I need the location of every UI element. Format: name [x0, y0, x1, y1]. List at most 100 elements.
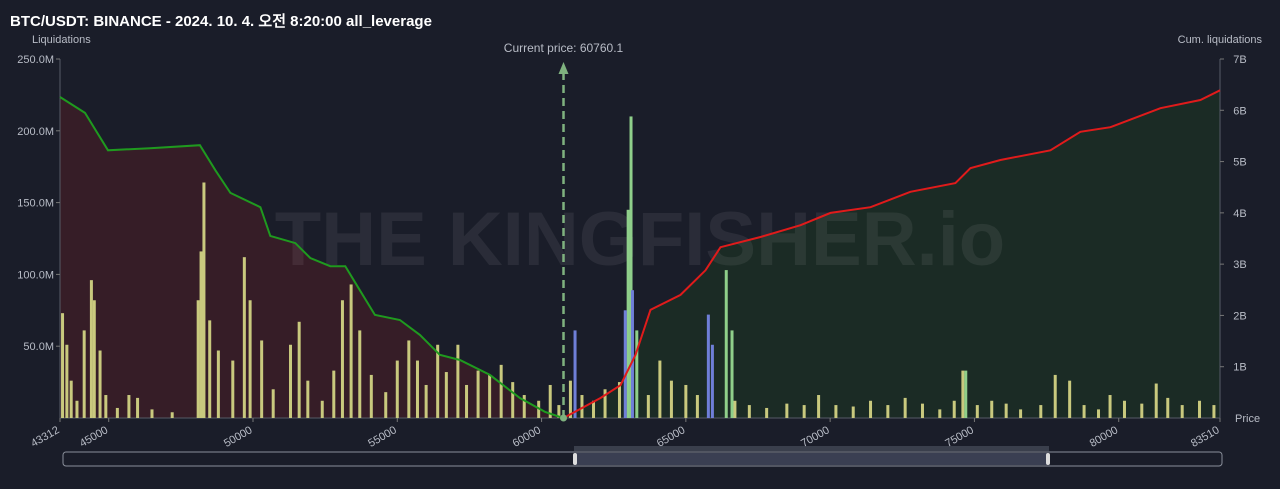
- bar: [306, 380, 310, 418]
- cum-area: [60, 97, 563, 418]
- y2-tick-label: 2B: [1233, 310, 1246, 322]
- bar: [61, 313, 65, 418]
- bar: [136, 397, 140, 418]
- bar: [920, 403, 924, 418]
- bar: [415, 360, 419, 418]
- bar: [961, 370, 965, 418]
- bar: [289, 344, 293, 418]
- bar: [476, 370, 480, 418]
- scrollbar[interactable]: [62, 451, 1223, 467]
- y-tick-label: 250.0M: [17, 54, 54, 66]
- bar: [695, 395, 699, 418]
- x-tick-label: 60000: [511, 424, 543, 450]
- bar: [248, 300, 252, 418]
- bar: [69, 380, 73, 418]
- y2-tick-label: 6B: [1233, 105, 1246, 117]
- y2-tick-label: 4B: [1233, 208, 1246, 220]
- bar: [548, 384, 552, 418]
- bar: [340, 300, 344, 418]
- bar: [369, 374, 373, 418]
- bar: [730, 330, 734, 418]
- bar: [358, 330, 362, 418]
- bar: [684, 384, 688, 418]
- cum-line: [563, 89, 1221, 419]
- bar: [115, 407, 119, 418]
- bar: [658, 360, 662, 418]
- chart-title: BTC/USDT: BINANCE - 2024. 10. 4. 오전 8:20…: [10, 13, 432, 30]
- bar: [260, 340, 264, 418]
- bar: [170, 412, 174, 418]
- bar: [1122, 400, 1126, 418]
- bar: [75, 400, 79, 418]
- bar: [1198, 400, 1202, 418]
- bar: [765, 407, 769, 418]
- x-axis-title: Price: [1235, 413, 1260, 425]
- bar: [903, 397, 907, 418]
- scroll-range[interactable]: [575, 453, 1048, 465]
- bar: [424, 384, 428, 418]
- bar: [1166, 397, 1170, 418]
- bar: [1180, 405, 1184, 418]
- bar: [1053, 374, 1057, 418]
- bar: [886, 405, 890, 418]
- y2-tick-label: 1B: [1233, 362, 1246, 374]
- bar: [349, 284, 353, 418]
- bar: [630, 290, 634, 418]
- scroll-handle-left[interactable]: [573, 453, 577, 465]
- x-tick-label: 50000: [222, 424, 254, 450]
- y-tick-label: 150.0M: [17, 198, 54, 210]
- bar: [465, 384, 469, 418]
- bar: [98, 350, 102, 418]
- bar: [851, 406, 855, 418]
- bar: [747, 405, 751, 418]
- bar: [817, 395, 821, 418]
- bar: [444, 372, 448, 418]
- bar: [592, 400, 596, 418]
- bar: [332, 370, 336, 418]
- bar: [202, 182, 206, 418]
- bar: [785, 403, 789, 418]
- bar: [488, 374, 492, 418]
- bar: [104, 395, 108, 418]
- bar: [706, 314, 710, 418]
- watermark: THE KINGFISHER.io: [275, 197, 1005, 282]
- bar: [938, 409, 942, 418]
- bar: [1140, 403, 1144, 418]
- bar: [65, 344, 69, 418]
- bar: [952, 400, 956, 418]
- bar: [990, 400, 994, 418]
- bar: [150, 409, 154, 418]
- bar: [1082, 405, 1086, 418]
- bar: [216, 350, 220, 418]
- bar: [1068, 380, 1072, 418]
- y-axis-title: Liquidations: [32, 34, 91, 46]
- bar: [710, 344, 714, 418]
- bar: [1108, 395, 1112, 418]
- bar: [1004, 403, 1008, 418]
- bar: [834, 405, 838, 418]
- bar: [384, 392, 388, 418]
- y-tick-label: 100.0M: [17, 269, 54, 281]
- y2-axis-title: Cum. liquidations: [1178, 34, 1263, 46]
- current-price-dot: [560, 414, 568, 422]
- scroll-thumb[interactable]: [574, 446, 1049, 451]
- bar: [231, 360, 235, 418]
- bar: [92, 300, 96, 418]
- bar: [724, 270, 728, 418]
- bar: [964, 370, 968, 418]
- x-tick-label: 80000: [1088, 424, 1120, 450]
- bar: [629, 116, 633, 418]
- bar: [733, 400, 737, 418]
- bar: [617, 382, 621, 418]
- scroll-handle-right[interactable]: [1046, 453, 1050, 465]
- bar: [1019, 409, 1023, 418]
- y-tick-label: 200.0M: [17, 126, 54, 138]
- bar: [436, 344, 440, 418]
- bar: [199, 251, 203, 418]
- bar: [603, 389, 607, 418]
- bar: [271, 389, 275, 418]
- bar: [623, 310, 627, 418]
- bar: [297, 321, 301, 418]
